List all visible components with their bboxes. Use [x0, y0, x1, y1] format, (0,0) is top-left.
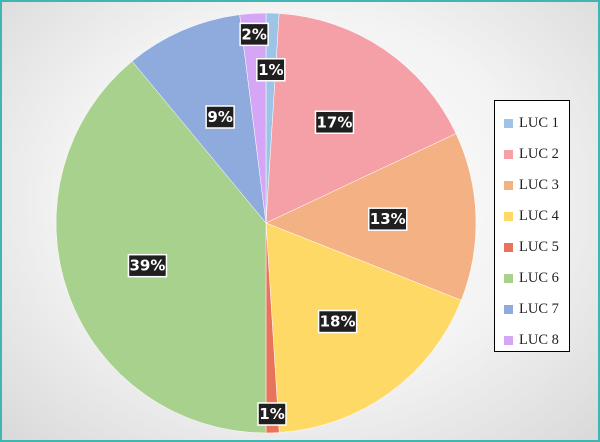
legend-label: LUC 3: [519, 177, 559, 193]
legend-label: LUC 4: [519, 208, 559, 224]
legend-item-1: LUC 1: [495, 108, 569, 139]
data-label-box: [205, 105, 235, 129]
data-label-box: [256, 58, 286, 82]
data-label-text: 17%: [317, 113, 353, 131]
legend-item-5: LUC 5: [495, 232, 569, 263]
data-label-text: 2%: [241, 25, 266, 43]
data-label-text: 39%: [129, 257, 165, 275]
legend-swatch: [504, 305, 513, 314]
data-label-box: [317, 309, 358, 334]
data-label-box: [239, 22, 269, 47]
data-label-text: 9%: [207, 108, 232, 126]
data-label-4: 18%: [317, 309, 358, 334]
data-label-1: 1%: [256, 58, 286, 82]
legend-label: LUC 7: [519, 301, 559, 317]
legend-swatch: [504, 243, 513, 252]
data-label-8: 2%: [239, 22, 269, 47]
legend-label: LUC 6: [519, 270, 559, 286]
data-label-box: [314, 110, 355, 135]
legend-swatch: [504, 181, 513, 190]
legend-item-3: LUC 3: [495, 170, 569, 201]
pie-slice-2: [265, 13, 457, 224]
legend-swatch: [504, 119, 513, 128]
data-label-box: [257, 402, 287, 426]
pie-slice-7: [131, 14, 267, 224]
data-label-7: 9%: [205, 105, 235, 129]
legend-swatch: [504, 336, 513, 345]
data-label-3: 13%: [367, 207, 408, 231]
data-labels: 1% 17% 13% 18% 1% 39% 9% 2%: [127, 22, 408, 426]
legend-label: LUC 1: [519, 115, 559, 131]
data-label-text: 18%: [320, 313, 356, 331]
legend-item-8: LUC 8: [495, 325, 569, 356]
data-label-text: 13%: [370, 210, 406, 228]
legend-label: LUC 5: [519, 239, 559, 255]
legend-swatch: [504, 212, 513, 221]
data-label-box: [127, 253, 168, 278]
data-label-6: 39%: [127, 253, 168, 278]
legend-item-7: LUC 7: [495, 294, 569, 325]
data-label-box: [367, 207, 408, 231]
data-label-5: 1%: [257, 402, 287, 426]
legend-label: LUC 8: [519, 332, 559, 348]
data-label-2: 17%: [314, 110, 355, 135]
legend-item-4: LUC 4: [495, 201, 569, 232]
legend-item-2: LUC 2: [495, 139, 569, 170]
pie-slice-6: [55, 60, 267, 434]
legend-swatch: [504, 274, 513, 283]
data-label-text: 1%: [258, 61, 283, 79]
legend-label: LUC 2: [519, 146, 559, 162]
legend-swatch: [504, 150, 513, 159]
data-label-text: 1%: [259, 405, 284, 423]
legend: LUC 1 LUC 2 LUC 3 LUC 4 LUC 5 LUC 6 LUC 7 LUC 8: [494, 100, 570, 352]
pie-slice-4: [265, 222, 462, 433]
legend-item-6: LUC 6: [495, 263, 569, 294]
